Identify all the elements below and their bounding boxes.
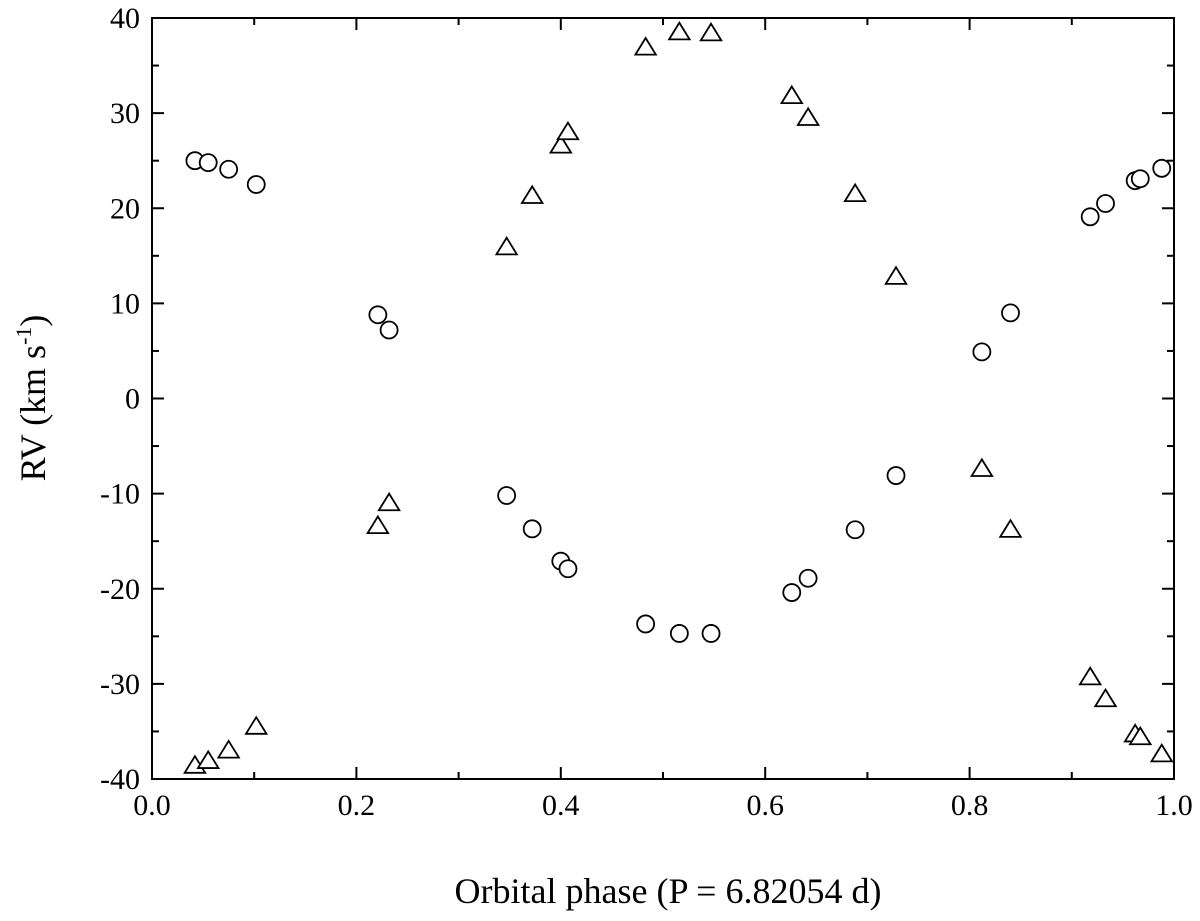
triangle-point [196,749,221,769]
triangle-point [548,134,573,154]
triangle-point [796,106,820,126]
y-tick-label: -20 [100,573,140,606]
circle-point [845,520,865,540]
y-tick-label: 20 [110,192,140,225]
plot-frame [151,17,1175,780]
x-tick-label: 0.0 [133,789,171,822]
x-tick-label: 0.2 [338,789,376,822]
triangle-point [556,120,580,141]
circle-point [669,624,689,643]
data-markers [183,21,1174,774]
circle-point [1001,303,1020,323]
triangle-point [216,739,241,759]
y-tick-label: 40 [110,2,140,35]
circle-point [782,583,802,602]
circle-point [798,568,818,588]
triangle-point [843,182,868,203]
triangle-point [998,518,1023,538]
circle-point [379,320,399,340]
triangle-point [1149,743,1174,763]
triangle-point [667,21,692,41]
triangle-point [494,236,519,256]
triangle-point [884,265,908,285]
y-axis-title-main: RV (km s [13,345,53,481]
circle-point [558,559,578,579]
y-tick-labels: 40 30 20 10 0 -10 -20 -30 -40 [100,2,140,796]
circle-point [198,153,218,172]
circle-point [1152,158,1172,178]
circle-point [1080,207,1100,227]
y-axis-title-superscript: -1 [11,327,36,345]
y-tick-label: 30 [110,97,140,130]
triangle-point [520,184,545,204]
circle-point [886,466,906,485]
triangle-point [633,36,658,56]
x-tick-label: 1.0 [1155,789,1193,822]
triangle-point [244,715,269,735]
triangle-point [969,457,994,477]
y-tick-label: 10 [110,287,140,320]
circle-point [972,342,992,362]
circle-point [497,486,517,505]
circle-point [368,305,388,325]
circle-point [701,624,721,643]
circle-point [1096,194,1115,213]
circle-point [219,159,239,179]
triangle-point [365,514,390,534]
y-tick-label: -30 [100,668,140,701]
x-tick-label: 0.6 [746,789,784,822]
triangle-point [1093,687,1118,708]
triangle-point [377,491,401,512]
circle-point [636,614,656,634]
x-tick-labels: 0.0 0.2 0.4 0.6 0.8 1.0 [133,789,1193,822]
triangle-point [779,84,804,105]
axis-ticks [151,17,1175,780]
circle-point [246,175,266,194]
y-tick-label: -40 [100,763,140,796]
y-tick-label: -10 [100,478,140,511]
x-tick-label: 0.4 [542,789,580,822]
y-tick-label: 0 [125,383,140,416]
x-tick-label: 0.8 [951,789,989,822]
triangle-point [1128,725,1153,746]
y-axis-title: RV (km s-1) [11,315,53,482]
triangle-point [699,22,723,42]
x-axis-title: Orbital phase (P = 6.82054 d) [455,871,882,911]
circle-point [1130,169,1150,189]
triangle-point [1078,666,1103,686]
circle-point [522,519,542,539]
y-axis-title-close: ) [13,315,53,327]
